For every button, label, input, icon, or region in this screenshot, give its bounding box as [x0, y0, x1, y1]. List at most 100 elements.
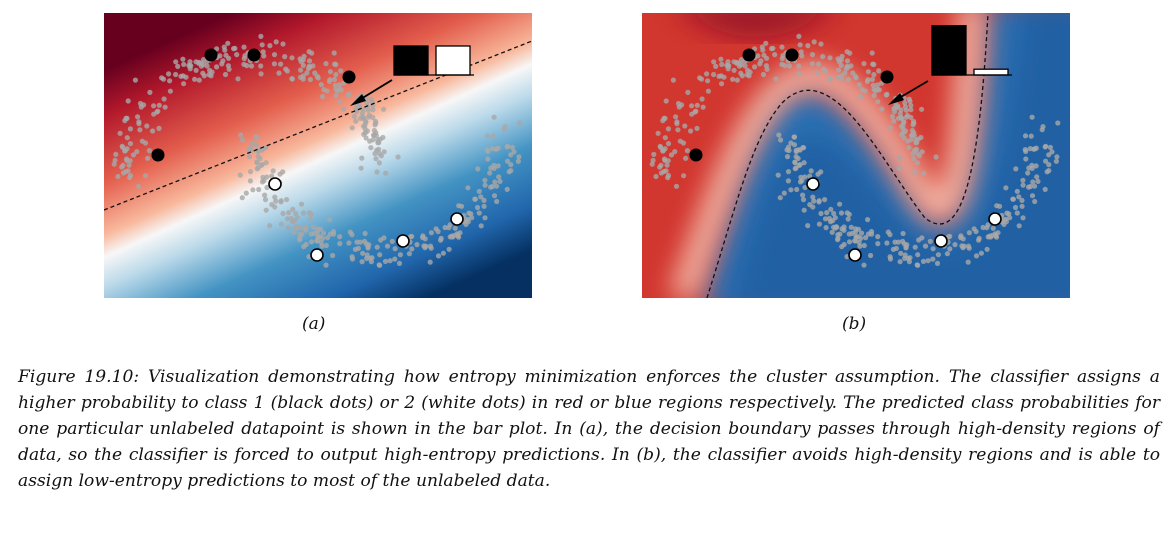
- unlabeled-point: [694, 125, 700, 131]
- unlabeled-point: [132, 77, 138, 83]
- unlabeled-point: [816, 221, 822, 227]
- unlabeled-point: [859, 230, 865, 236]
- unlabeled-point: [801, 160, 807, 166]
- unlabeled-point: [267, 223, 273, 229]
- unlabeled-point: [476, 188, 482, 194]
- unlabeled-point: [1016, 223, 1022, 229]
- unlabeled-point: [359, 111, 365, 117]
- unlabeled-point: [284, 216, 291, 222]
- unlabeled-point: [495, 163, 501, 169]
- unlabeled-point: [661, 115, 667, 121]
- unlabeled-point: [331, 50, 337, 56]
- unlabeled-point: [1003, 185, 1009, 191]
- unlabeled-point: [491, 114, 497, 120]
- unlabeled-point: [897, 155, 903, 161]
- unlabeled-point: [1028, 133, 1034, 139]
- unlabeled-point: [446, 225, 452, 231]
- unlabeled-point: [711, 59, 717, 65]
- unlabeled-point: [805, 43, 811, 49]
- unlabeled-point: [478, 223, 484, 229]
- unlabeled-point: [327, 77, 333, 83]
- unlabeled-point: [834, 224, 840, 230]
- unlabeled-point: [258, 63, 264, 69]
- unlabeled-point: [685, 89, 691, 95]
- unlabeled-point: [363, 119, 369, 125]
- unlabeled-point: [505, 143, 511, 149]
- unlabeled-point: [827, 55, 833, 61]
- unlabeled-point: [144, 123, 150, 129]
- unlabeled-point: [198, 63, 204, 69]
- unlabeled-point: [315, 238, 321, 244]
- unlabeled-point: [655, 130, 661, 136]
- unlabeled-point: [246, 154, 253, 160]
- unlabeled-point: [376, 160, 382, 166]
- unlabeled-point: [796, 71, 802, 77]
- unlabeled-point: [934, 260, 941, 266]
- unlabeled-point: [308, 231, 314, 237]
- unlabeled-point: [214, 64, 220, 70]
- unlabeled-point: [117, 130, 123, 136]
- unlabeled-point: [241, 44, 247, 50]
- unlabeled-point: [206, 72, 212, 78]
- unlabeled-point: [716, 73, 722, 79]
- unlabeled-point: [779, 61, 785, 67]
- unlabeled-point: [166, 71, 172, 77]
- unlabeled-point: [269, 173, 275, 179]
- unlabeled-point: [306, 58, 313, 64]
- unlabeled-point: [1022, 133, 1029, 139]
- unlabeled-point: [675, 127, 681, 133]
- unlabeled-point: [875, 234, 881, 240]
- unlabeled-point: [264, 184, 270, 191]
- class2-point: [450, 212, 464, 226]
- unlabeled-point: [718, 56, 724, 62]
- dark-red-region: [685, 13, 829, 37]
- unlabeled-point: [235, 76, 241, 82]
- unlabeled-point: [319, 94, 326, 100]
- unlabeled-point: [673, 183, 680, 189]
- unlabeled-point: [188, 63, 194, 69]
- unlabeled-point: [742, 63, 748, 69]
- unlabeled-point: [796, 63, 802, 69]
- unlabeled-point: [1034, 174, 1040, 180]
- probability-bar-plot: [931, 25, 1012, 76]
- unlabeled-point: [1042, 186, 1048, 192]
- class2-point: [396, 234, 410, 248]
- unlabeled-point: [910, 122, 916, 128]
- unlabeled-point: [966, 245, 972, 251]
- unlabeled-point: [898, 123, 905, 129]
- unlabeled-point: [272, 204, 278, 210]
- unlabeled-point: [253, 134, 260, 140]
- unlabeled-point: [162, 104, 168, 110]
- unlabeled-point: [406, 251, 412, 257]
- unlabeled-point: [861, 242, 867, 249]
- unlabeled-point: [178, 73, 184, 79]
- unlabeled-point: [992, 231, 998, 237]
- unlabeled-point: [763, 40, 769, 46]
- labeled-points-class2: [268, 177, 464, 262]
- unlabeled-point: [861, 61, 867, 67]
- unlabeled-point: [204, 63, 210, 69]
- unlabeled-point: [792, 160, 798, 166]
- unlabeled-point: [884, 240, 890, 246]
- unlabeled-point: [384, 243, 391, 249]
- unlabeled-point: [704, 71, 710, 77]
- unlabeled-point: [345, 92, 351, 98]
- unlabeled-point: [250, 187, 256, 193]
- unlabeled-point: [822, 216, 829, 222]
- unlabeled-point: [755, 53, 761, 59]
- unlabeled-point: [1046, 162, 1052, 168]
- unlabeled-point: [870, 82, 876, 88]
- unlabeled-point: [903, 114, 909, 120]
- unlabeled-point: [811, 198, 817, 204]
- unlabeled-point: [906, 259, 912, 265]
- unlabeled-point: [138, 104, 144, 110]
- unlabeled-point: [346, 240, 352, 246]
- unlabeled-point: [919, 149, 925, 155]
- unlabeled-point: [845, 216, 851, 222]
- unlabeled-point: [193, 67, 199, 73]
- unlabeled-point: [254, 160, 260, 166]
- unlabeled-point: [363, 135, 369, 141]
- unlabeled-point: [475, 166, 481, 172]
- unlabeled-point: [908, 102, 914, 109]
- unlabeled-point: [764, 66, 770, 72]
